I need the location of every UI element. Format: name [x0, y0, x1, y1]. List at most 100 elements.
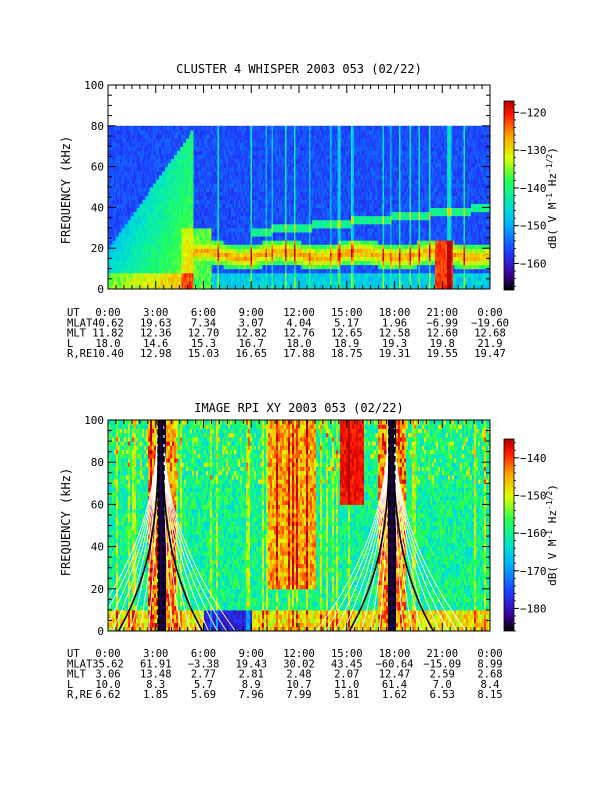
ephemeris-value: 5.17	[334, 317, 359, 329]
ephemeris-label: R,RE	[67, 689, 92, 701]
ephemeris-value: 2.81	[239, 669, 264, 681]
ephemeris-value: 12.47	[379, 669, 411, 681]
ephemeris-value: 1.85	[143, 689, 168, 701]
y-tick-label: 0	[97, 283, 104, 296]
ephemeris-value: 61.4	[382, 679, 407, 691]
ephemeris-value: 19.43	[235, 658, 267, 670]
ephemeris-value: 12.76	[283, 328, 315, 340]
ephemeris-value: 19.47	[474, 348, 506, 360]
ephemeris-value: 15:00	[331, 648, 363, 660]
ephemeris-value: 15.03	[188, 348, 220, 360]
ephemeris-value: 16.65	[235, 348, 267, 360]
ephemeris-label: MLAT	[67, 658, 93, 670]
colorbar-tick-label: −130	[520, 144, 547, 157]
ephemeris-value: 35.62	[92, 658, 124, 670]
y-ticks: 0 20 40 60 80 100	[84, 79, 490, 296]
ephemeris-value: 12.36	[140, 328, 172, 340]
ephemeris-value: 18.0	[95, 338, 120, 350]
ephemeris-value: 12.70	[188, 328, 220, 340]
colorbar-tick-label: −140	[520, 182, 547, 195]
ephemeris-value: 8.4	[481, 679, 500, 691]
ephemeris-value: 6.62	[95, 689, 120, 701]
ephemeris-value: 8.9	[242, 679, 261, 691]
y-tick-label: 20	[91, 242, 104, 255]
colorbar-tick-label: −150	[520, 489, 547, 502]
ephemeris-value: 12.68	[474, 328, 506, 340]
ephemeris-value: 15:00	[331, 307, 363, 319]
ephemeris-label: L	[67, 338, 73, 350]
ephemeris-value: 11.0	[334, 679, 359, 691]
ephemeris-value: 12.60	[426, 328, 458, 340]
ephemeris-value: 7.34	[191, 317, 216, 329]
ephemeris-value: 19.3	[382, 338, 407, 350]
ephemeris-value: −60.64	[376, 658, 414, 670]
ephemeris-value: 0:00	[477, 307, 502, 319]
y-tick-label: 100	[84, 79, 104, 92]
ephemeris-label: R,RE	[67, 348, 92, 360]
y-tick-label: 40	[91, 541, 104, 554]
y-axis-label: FREQUENCY (kHz)	[59, 136, 73, 244]
ephemeris-value: 6:00	[191, 648, 216, 660]
panel-image: IMAGE RPI XY 2003 053 (02/22) FREQUENCY …	[59, 401, 559, 701]
ephemeris-value: 18.9	[334, 338, 359, 350]
ephemeris-value: −3.38	[188, 658, 220, 670]
colorbar: −180 −170 −160 −150 −140 dB( V M-1 Hz-1/2)	[503, 438, 559, 632]
ephemeris-value: 18:00	[379, 648, 411, 660]
ephemeris-value: 12:00	[283, 307, 315, 319]
ephemeris-value: 19.8	[430, 338, 455, 350]
y-tick-label: 0	[97, 625, 104, 638]
ephemeris-value: −15.09	[423, 658, 461, 670]
ephemeris-value: 5.7	[194, 679, 213, 691]
ephemeris-value: 3:00	[143, 648, 168, 660]
y-tick-label: 80	[91, 456, 104, 469]
ephemeris-value: 5.69	[191, 689, 216, 701]
ephemeris-value: 18.75	[331, 348, 363, 360]
y-tick-label: 100	[84, 414, 104, 427]
ephemeris-value: 8.15	[477, 689, 502, 701]
ephemeris-value: 16.7	[239, 338, 264, 350]
ephemeris-value: 18:00	[379, 307, 411, 319]
ephemeris-value: 10.7	[286, 679, 311, 691]
ephemeris-table: UT 0:00 3:00 6:00 9:00 12:00 15:00 18:00 21:00 0:…	[67, 307, 509, 360]
ephemeris-value: 19.63	[140, 317, 172, 329]
ephemeris-value: 1.62	[382, 689, 407, 701]
panel-title: IMAGE RPI XY 2003 053 (02/22)	[194, 401, 404, 415]
y-tick-label: 20	[91, 583, 104, 596]
ephemeris-value: 8.3	[146, 679, 165, 691]
ephemeris-value: 2.07	[334, 669, 359, 681]
spectrogram	[108, 125, 490, 289]
ephemeris-value: 3.07	[239, 317, 264, 329]
colorbar-tick-label: −150	[520, 220, 547, 233]
ephemeris-label: MLAT	[67, 317, 93, 329]
ephemeris-table: UT 0:00 3:00 6:00 9:00 12:00 15:00 18:00 21:00 0:…	[67, 648, 503, 701]
ephemeris-value: 43.45	[331, 658, 363, 670]
ephemeris-value: 7.0	[433, 679, 452, 691]
colorbar-scale	[504, 101, 514, 290]
ephemeris-value: 30.02	[283, 658, 315, 670]
x-ticks	[107, 420, 491, 631]
ephemeris-value: 6:00	[191, 307, 216, 319]
ephemeris-value: 40.62	[92, 317, 124, 329]
ephemeris-value: 3.06	[95, 669, 120, 681]
ephemeris-value: 2.68	[477, 669, 502, 681]
spectrogram	[108, 420, 490, 631]
ephemeris-value: 0:00	[477, 648, 502, 660]
ephemeris-value: 10.40	[92, 348, 124, 360]
ephemeris-value: 61.91	[140, 658, 172, 670]
ephemeris-label: MLT	[67, 328, 87, 340]
ephemeris-value: 8.99	[477, 658, 502, 670]
ephemeris-value: 13.48	[140, 669, 172, 681]
y-axis-label: FREQUENCY (kHz)	[59, 468, 73, 576]
colorbar-tick-label: −160	[520, 527, 547, 540]
ephemeris-value: 21.9	[477, 338, 502, 350]
ephemeris-value: 0:00	[95, 648, 120, 660]
y-ticks: 0 20 40 60 80 100	[84, 414, 490, 638]
ephemeris-value: 9:00	[239, 307, 264, 319]
y-tick-label: 40	[91, 201, 104, 214]
ephemeris-label: UT	[67, 648, 80, 660]
colorbar-label: dB( V M-1 Hz-1/2)	[545, 147, 559, 249]
ephemeris-value: 10.0	[95, 679, 120, 691]
ephemeris-value: 14.6	[143, 338, 168, 350]
ephemeris-value: 0:00	[95, 307, 120, 319]
y-tick-label: 60	[91, 161, 104, 174]
